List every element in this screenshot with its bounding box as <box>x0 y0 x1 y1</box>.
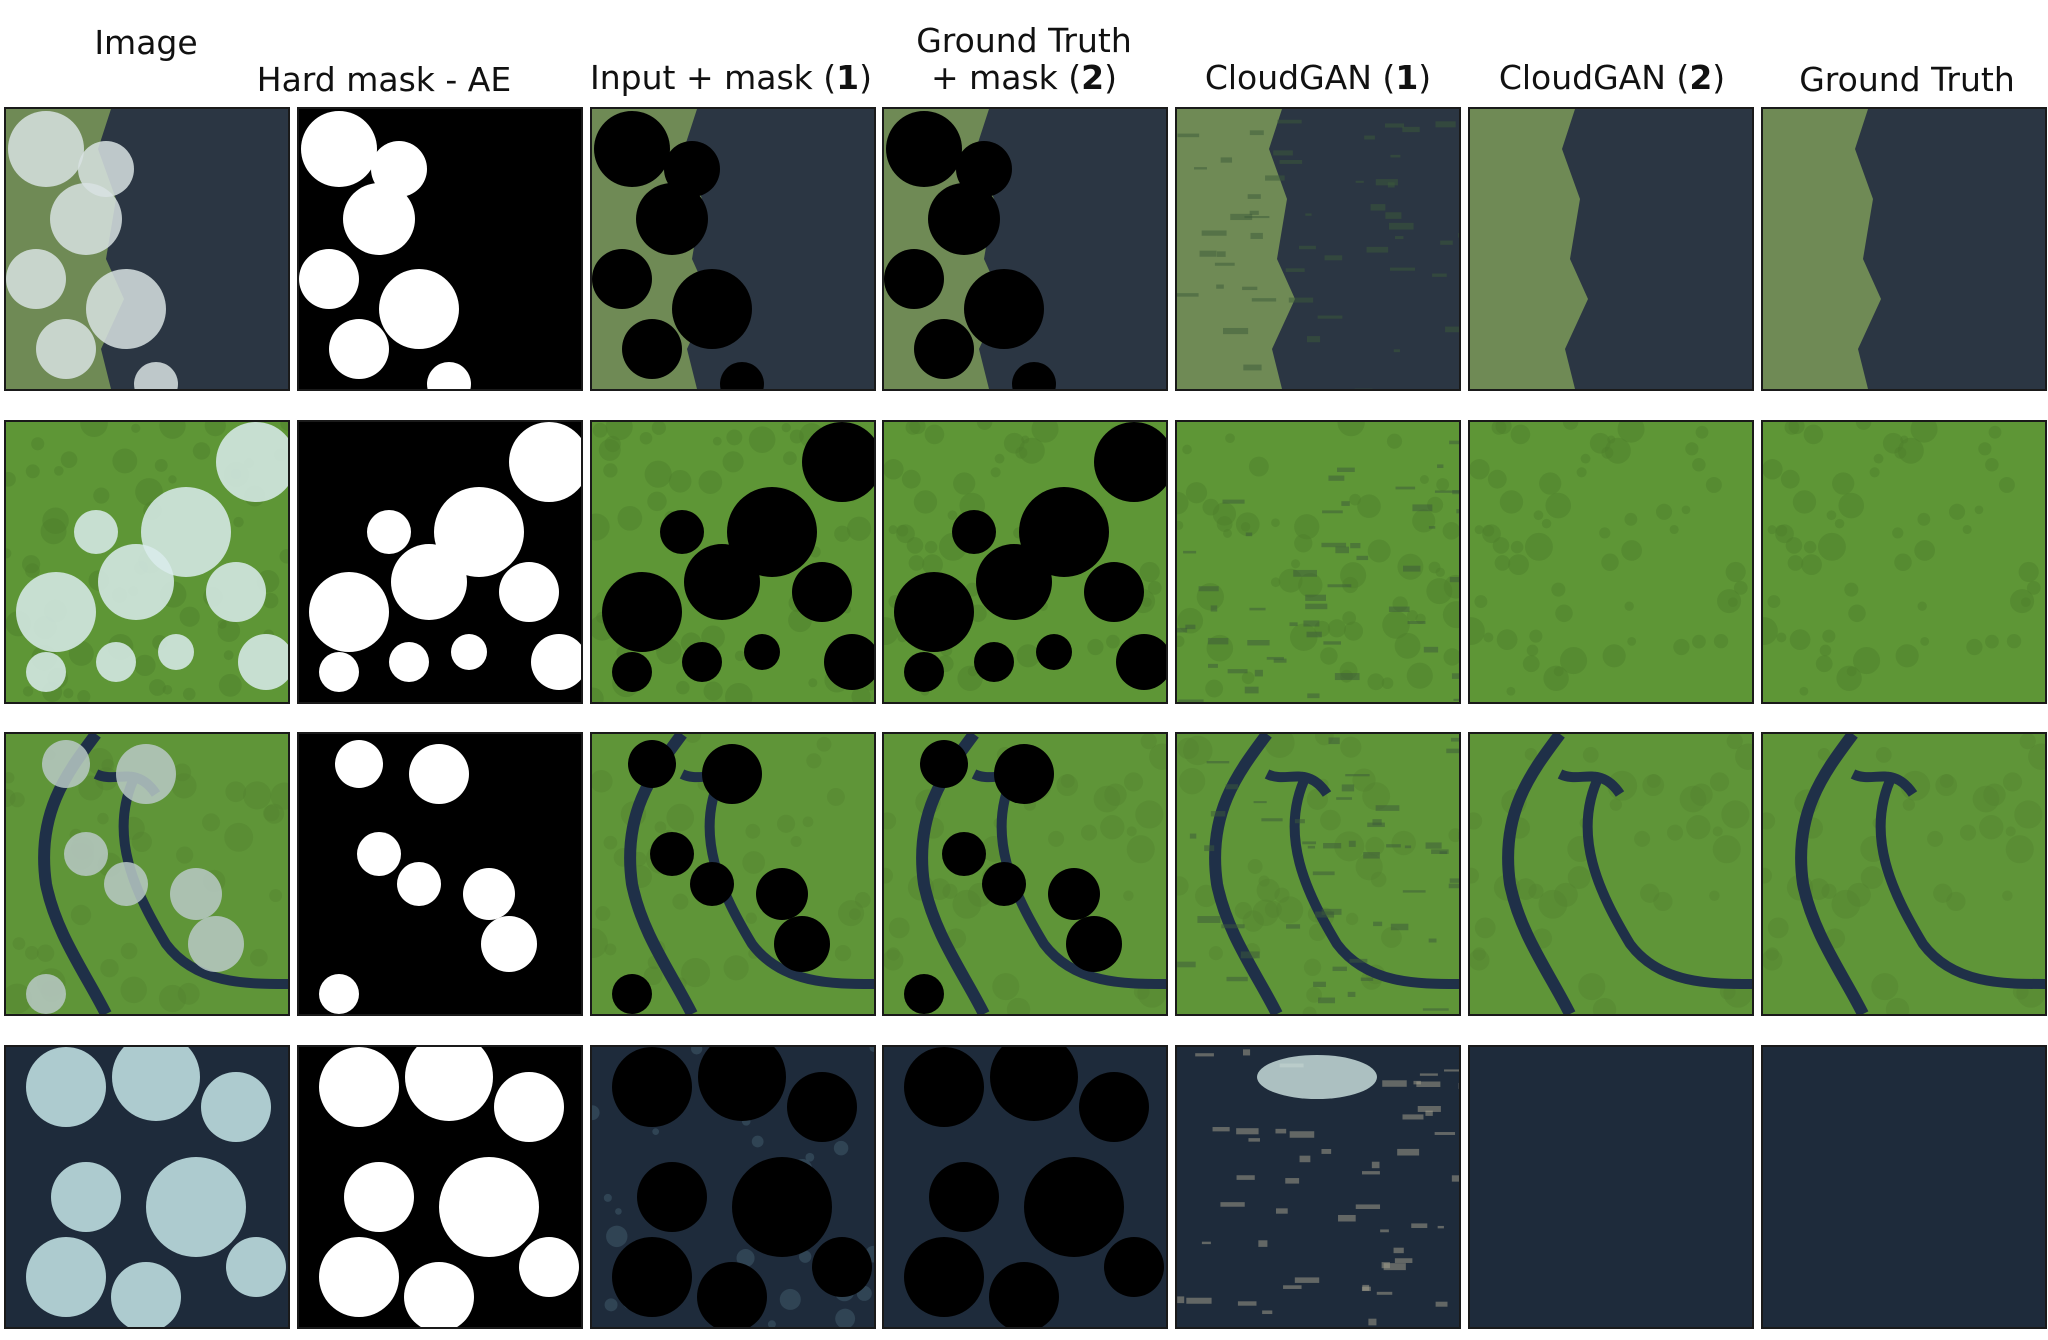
col-header-hard-mask: Hard mask - AE <box>224 24 544 98</box>
col-header-cloudgan-2: CloudGAN (2) <box>1470 22 1754 96</box>
panel-image <box>1470 1047 1752 1327</box>
panel-coast-gt-mask <box>882 107 1168 391</box>
panel-ocean-ground-truth <box>1761 1045 2047 1329</box>
panel-image <box>1470 734 1752 1014</box>
col-header-line2: CloudGAN (1) <box>1204 58 1432 97</box>
panel-ocean-image <box>4 1045 290 1329</box>
panel-image <box>592 109 874 389</box>
panel-image <box>1763 734 2045 1014</box>
col-header-line1 <box>1470 22 1754 59</box>
panel-image <box>1763 422 2045 702</box>
panel-image <box>1177 109 1459 389</box>
panel-image <box>592 734 874 1014</box>
panel-coast-cloudgan-2 <box>1468 107 1754 391</box>
col-header-ground-truth: Ground Truth <box>1762 24 2048 98</box>
col-header-line2: Input + mask (1) <box>590 58 872 97</box>
panel-image <box>1177 422 1459 702</box>
panel-image <box>1177 734 1459 1014</box>
panel-coast-input-mask <box>590 107 876 391</box>
panel-image <box>299 734 581 1014</box>
panel-image <box>884 422 1166 702</box>
col-header-line1 <box>1762 24 2048 61</box>
panel-image <box>592 422 874 702</box>
panel-river-hard-mask <box>297 732 583 1016</box>
panel-image <box>299 422 581 702</box>
panel-image <box>592 1047 874 1327</box>
panel-coast-image <box>4 107 290 391</box>
panel-forest-cloudgan-2 <box>1468 420 1754 704</box>
col-header-line1: Ground Truth <box>916 21 1132 60</box>
panel-image <box>1763 109 2045 389</box>
panel-river-ground-truth <box>1761 732 2047 1016</box>
panel-forest-cloudgan-1 <box>1175 420 1461 704</box>
panel-image <box>299 1047 581 1327</box>
panel-forest-gt-mask <box>882 420 1168 704</box>
col-header-line2: CloudGAN (2) <box>1498 58 1726 97</box>
col-header-line1 <box>576 22 886 59</box>
panel-coast-cloudgan-1 <box>1175 107 1461 391</box>
col-header-gt-mask: Ground Truth + mask (2) <box>882 22 1166 96</box>
panel-image <box>6 1047 288 1327</box>
col-header-line2: Image <box>94 23 198 62</box>
panel-river-image <box>4 732 290 1016</box>
panel-image <box>1470 422 1752 702</box>
panel-forest-ground-truth <box>1761 420 2047 704</box>
panel-image <box>884 1047 1166 1327</box>
col-header-line2: + mask (2) <box>930 58 1118 97</box>
panel-coast-hard-mask <box>297 107 583 391</box>
panel-ocean-hard-mask <box>297 1045 583 1329</box>
panel-forest-hard-mask <box>297 420 583 704</box>
col-header-image: Image <box>4 24 288 61</box>
col-header-input-mask: Input + mask (1) <box>576 22 886 96</box>
panel-image <box>884 109 1166 389</box>
panel-image <box>884 734 1166 1014</box>
panel-ocean-cloudgan-2 <box>1468 1045 1754 1329</box>
panel-forest-image <box>4 420 290 704</box>
panel-image <box>6 422 288 702</box>
col-header-line1 <box>224 24 544 61</box>
col-header-line1 <box>1176 22 1460 59</box>
col-header-line2: Hard mask - AE <box>256 60 512 99</box>
panel-coast-ground-truth <box>1761 107 2047 391</box>
panel-river-cloudgan-2 <box>1468 732 1754 1016</box>
panel-river-input-mask <box>590 732 876 1016</box>
panel-river-gt-mask <box>882 732 1168 1016</box>
panel-image <box>1470 109 1752 389</box>
panel-image <box>1177 1047 1459 1327</box>
panel-ocean-cloudgan-1 <box>1175 1045 1461 1329</box>
panel-image <box>6 109 288 389</box>
panel-ocean-gt-mask <box>882 1045 1168 1329</box>
panel-river-cloudgan-1 <box>1175 732 1461 1016</box>
panel-forest-input-mask <box>590 420 876 704</box>
panel-image <box>299 109 581 389</box>
col-header-line2: Ground Truth <box>1799 60 2015 99</box>
panel-image <box>6 734 288 1014</box>
panel-image <box>1763 1047 2045 1327</box>
panel-ocean-input-mask <box>590 1045 876 1329</box>
col-header-cloudgan-1: CloudGAN (1) <box>1176 22 1460 96</box>
